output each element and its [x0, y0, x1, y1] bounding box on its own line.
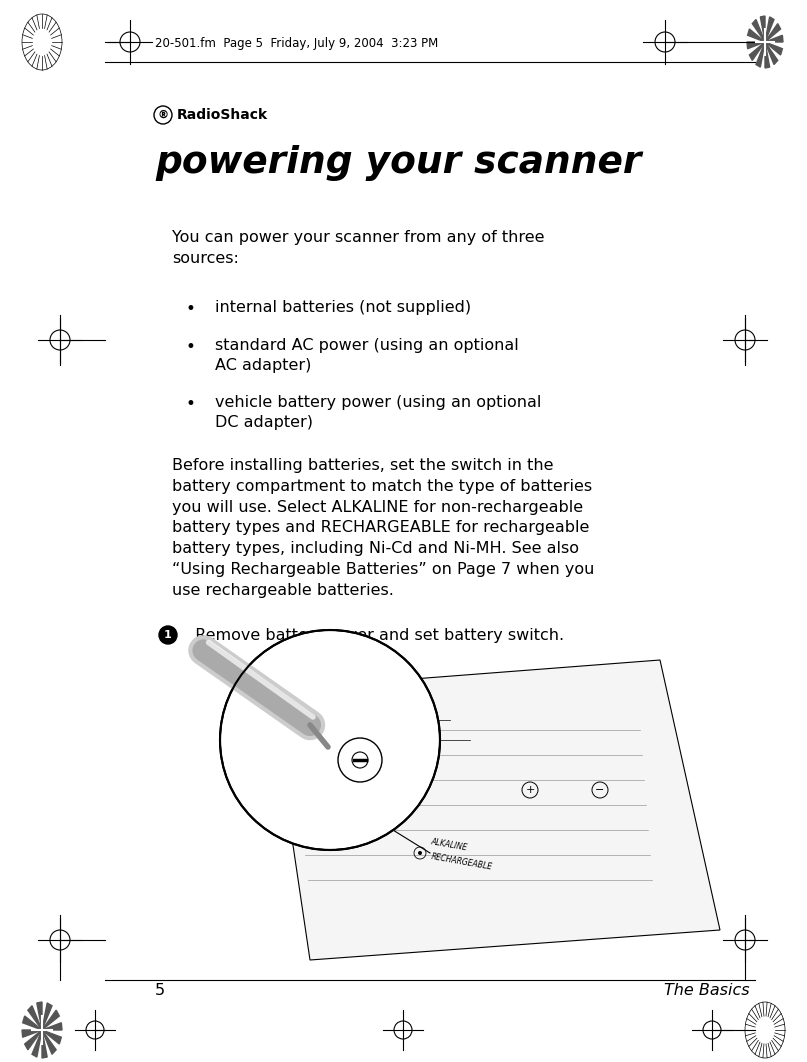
Text: You can power your scanner from any of three
sources:: You can power your scanner from any of t…	[172, 230, 545, 266]
Text: −: −	[596, 785, 604, 795]
Text: standard AC power (using an optional: standard AC power (using an optional	[215, 338, 519, 353]
Polygon shape	[270, 660, 720, 960]
Polygon shape	[747, 42, 765, 49]
Text: The Basics: The Basics	[664, 983, 750, 998]
Polygon shape	[760, 16, 765, 42]
Text: ALKALINE: ALKALINE	[430, 837, 468, 853]
Text: •: •	[185, 395, 194, 413]
Polygon shape	[42, 1030, 47, 1058]
Text: AC adapter): AC adapter)	[215, 358, 312, 373]
Text: 5: 5	[155, 983, 165, 998]
Text: Remove battery cover and set battery switch.: Remove battery cover and set battery swi…	[185, 628, 564, 643]
Polygon shape	[765, 17, 774, 42]
Text: +: +	[525, 785, 535, 795]
Text: •: •	[185, 338, 194, 356]
Circle shape	[220, 630, 440, 850]
Text: vehicle battery power (using an optional: vehicle battery power (using an optional	[215, 395, 541, 410]
Text: 1: 1	[164, 630, 172, 640]
Polygon shape	[42, 1010, 60, 1030]
Text: •: •	[185, 299, 194, 318]
Text: .: .	[244, 108, 249, 122]
Polygon shape	[32, 1030, 42, 1057]
Text: Before installing batteries, set the switch in the
battery compartment to match : Before installing batteries, set the swi…	[172, 458, 595, 598]
Polygon shape	[28, 1006, 42, 1030]
Polygon shape	[765, 23, 780, 42]
Text: powering your scanner: powering your scanner	[155, 145, 642, 181]
Polygon shape	[750, 42, 765, 61]
Circle shape	[159, 626, 177, 644]
Polygon shape	[22, 1030, 42, 1038]
Polygon shape	[42, 1023, 62, 1030]
Polygon shape	[42, 1003, 52, 1030]
Text: RadioShack: RadioShack	[177, 108, 268, 122]
Text: internal batteries (not supplied): internal batteries (not supplied)	[215, 299, 471, 315]
Circle shape	[418, 851, 422, 855]
Text: ®: ®	[157, 110, 169, 120]
Polygon shape	[756, 42, 765, 67]
Polygon shape	[25, 1030, 42, 1050]
Polygon shape	[765, 42, 770, 68]
Polygon shape	[765, 42, 783, 55]
Text: RECHARGEABLE: RECHARGEABLE	[430, 852, 493, 872]
Polygon shape	[765, 42, 778, 65]
Polygon shape	[765, 35, 783, 42]
Text: 20-501.fm  Page 5  Friday, July 9, 2004  3:23 PM: 20-501.fm Page 5 Friday, July 9, 2004 3:…	[155, 37, 438, 51]
Polygon shape	[747, 29, 765, 42]
Polygon shape	[42, 1030, 61, 1044]
Polygon shape	[23, 1016, 42, 1030]
Polygon shape	[37, 1003, 42, 1030]
Polygon shape	[752, 19, 765, 42]
Text: DC adapter): DC adapter)	[215, 415, 313, 430]
Polygon shape	[42, 1030, 56, 1055]
